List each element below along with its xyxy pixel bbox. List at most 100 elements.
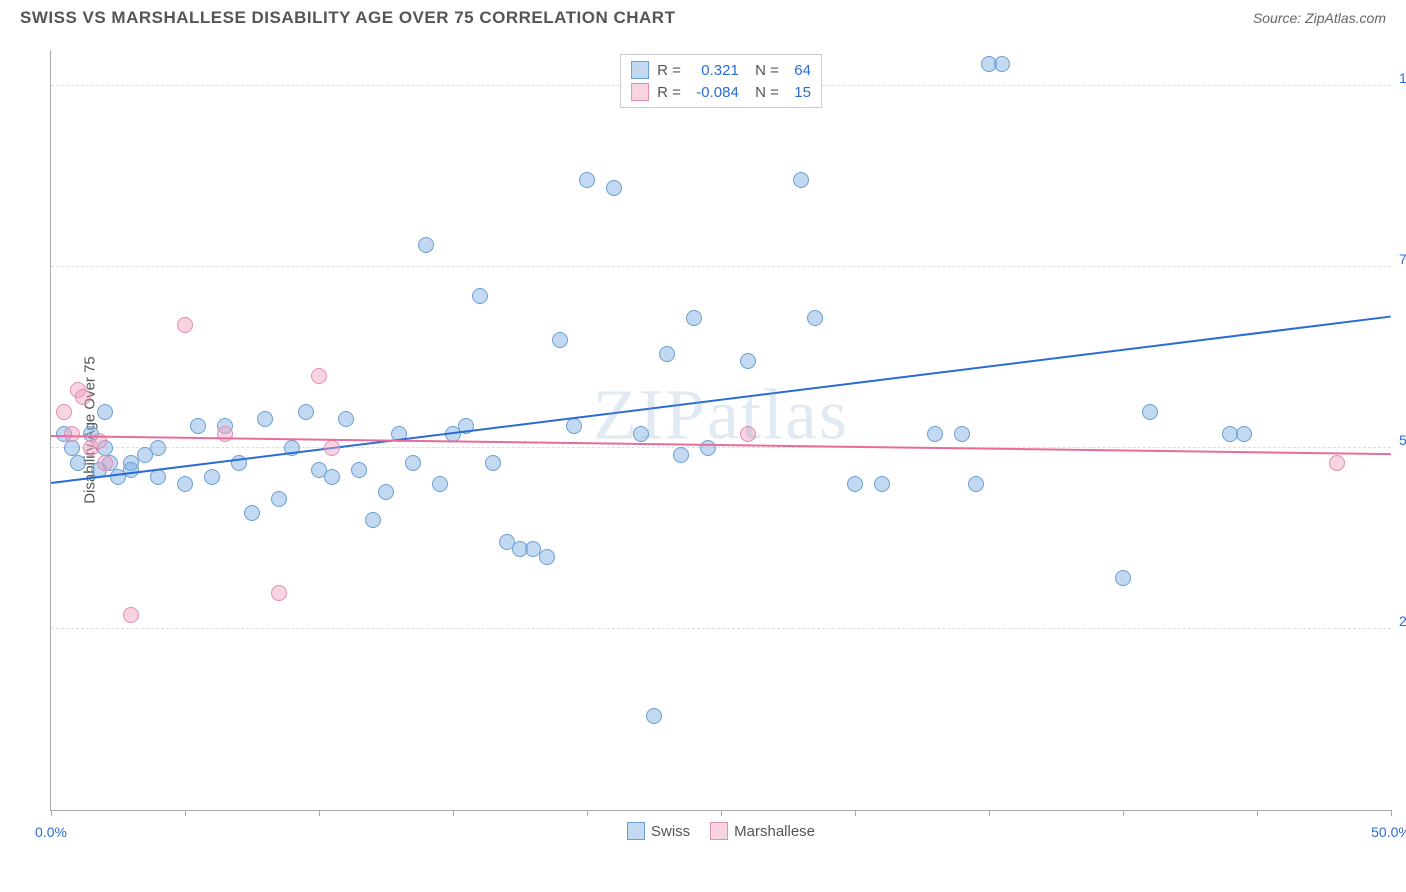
- x-tick: [587, 810, 588, 816]
- data-point: [177, 317, 193, 333]
- data-point: [405, 455, 421, 471]
- data-point: [257, 411, 273, 427]
- data-point: [418, 237, 434, 253]
- legend-label: Marshallese: [734, 823, 815, 840]
- source-attribution: Source: ZipAtlas.com: [1253, 10, 1386, 26]
- data-point: [874, 476, 890, 492]
- data-point: [150, 469, 166, 485]
- data-point: [968, 476, 984, 492]
- legend-item: Marshallese: [710, 822, 815, 840]
- data-point: [740, 353, 756, 369]
- data-point: [606, 180, 622, 196]
- x-tick: [51, 810, 52, 816]
- y-tick-label: 100.0%: [1399, 70, 1406, 86]
- data-point: [807, 310, 823, 326]
- n-value: 64: [787, 62, 811, 79]
- data-point: [927, 426, 943, 442]
- data-point: [954, 426, 970, 442]
- data-point: [566, 418, 582, 434]
- data-point: [539, 549, 555, 565]
- legend-swatch: [631, 83, 649, 101]
- n-value: 15: [787, 84, 811, 101]
- data-point: [485, 455, 501, 471]
- data-point: [1329, 455, 1345, 471]
- stats-legend-row: R = -0.084 N = 15: [631, 81, 811, 103]
- y-tick-label: 75.0%: [1399, 251, 1406, 267]
- n-label: N =: [747, 84, 779, 101]
- data-point: [351, 462, 367, 478]
- data-point: [311, 368, 327, 384]
- gridline: [51, 266, 1391, 267]
- data-point: [298, 404, 314, 420]
- data-point: [324, 440, 340, 456]
- data-point: [1236, 426, 1252, 442]
- chart-title: SWISS VS MARSHALLESE DISABILITY AGE OVER…: [20, 8, 675, 28]
- data-point: [365, 512, 381, 528]
- x-tick: [1123, 810, 1124, 816]
- gridline: [51, 447, 1391, 448]
- data-point: [123, 607, 139, 623]
- x-tick: [721, 810, 722, 816]
- data-point: [740, 426, 756, 442]
- data-point: [244, 505, 260, 521]
- r-label: R =: [657, 62, 681, 79]
- data-point: [633, 426, 649, 442]
- data-point: [123, 462, 139, 478]
- x-tick: [319, 810, 320, 816]
- x-tick: [989, 810, 990, 816]
- data-point: [271, 491, 287, 507]
- data-point: [378, 484, 394, 500]
- r-value: 0.321: [689, 62, 739, 79]
- legend-swatch: [627, 822, 645, 840]
- x-tick-label: 0.0%: [35, 824, 67, 840]
- data-point: [150, 440, 166, 456]
- data-point: [847, 476, 863, 492]
- data-point: [97, 455, 113, 471]
- legend-label: Swiss: [651, 823, 690, 840]
- x-tick: [1391, 810, 1392, 816]
- n-label: N =: [747, 62, 779, 79]
- gridline: [51, 628, 1391, 629]
- stats-legend: R = 0.321 N = 64 R = -0.084 N = 15: [620, 54, 822, 108]
- y-tick-label: 25.0%: [1399, 613, 1406, 629]
- data-point: [552, 332, 568, 348]
- data-point: [338, 411, 354, 427]
- r-value: -0.084: [689, 84, 739, 101]
- data-point: [673, 447, 689, 463]
- stats-legend-row: R = 0.321 N = 64: [631, 59, 811, 81]
- r-label: R =: [657, 84, 681, 101]
- data-point: [1115, 570, 1131, 586]
- data-point: [75, 389, 91, 405]
- data-point: [432, 476, 448, 492]
- data-point: [70, 455, 86, 471]
- data-point: [700, 440, 716, 456]
- data-point: [686, 310, 702, 326]
- data-point: [97, 404, 113, 420]
- x-tick: [453, 810, 454, 816]
- x-tick: [1257, 810, 1258, 816]
- scatter-chart: Disability Age Over 75 ZIPatlas R =0.321…: [50, 50, 1391, 811]
- y-tick-label: 50.0%: [1399, 432, 1406, 448]
- data-point: [324, 469, 340, 485]
- trend-line: [51, 435, 1391, 455]
- data-point: [190, 418, 206, 434]
- legend-swatch: [710, 822, 728, 840]
- x-tick: [185, 810, 186, 816]
- x-tick: [855, 810, 856, 816]
- legend-swatch: [631, 61, 649, 79]
- data-point: [204, 469, 220, 485]
- data-point: [646, 708, 662, 724]
- legend-item: Swiss: [627, 822, 690, 840]
- data-point: [1142, 404, 1158, 420]
- data-point: [56, 404, 72, 420]
- data-point: [793, 172, 809, 188]
- data-point: [994, 56, 1010, 72]
- data-point: [579, 172, 595, 188]
- x-tick-label: 50.0%: [1371, 824, 1406, 840]
- trend-line: [51, 316, 1391, 484]
- data-point: [271, 585, 287, 601]
- data-point: [472, 288, 488, 304]
- data-point: [64, 426, 80, 442]
- series-legend: Swiss Marshallese: [627, 822, 815, 840]
- data-point: [659, 346, 675, 362]
